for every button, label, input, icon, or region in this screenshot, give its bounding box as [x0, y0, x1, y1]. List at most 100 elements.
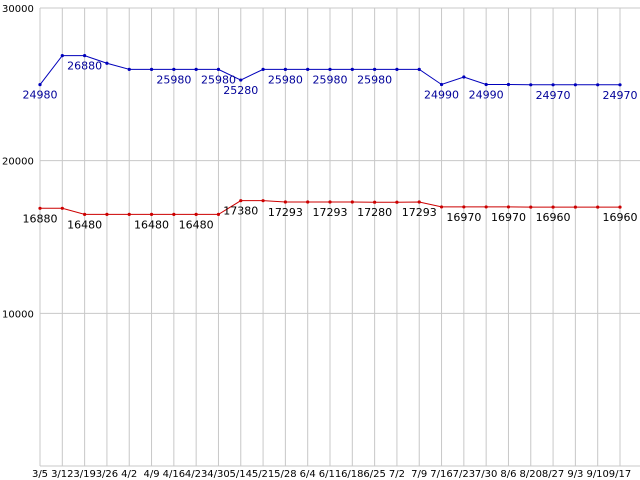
x-axis-label: 6/4 [300, 469, 316, 480]
data-label: 24990 [469, 88, 504, 101]
data-point [127, 67, 131, 71]
data-point [506, 82, 511, 87]
y-axis-label: 20000 [2, 157, 34, 168]
data-point [529, 205, 533, 209]
data-point [60, 206, 64, 210]
data-point [350, 67, 354, 71]
data-label: 25980 [201, 73, 236, 86]
data-point [283, 200, 287, 204]
data-label: 25980 [268, 73, 303, 86]
data-point [439, 205, 444, 209]
data-point [462, 205, 466, 209]
data-point [38, 206, 42, 210]
x-axis-label: 9/17 [609, 469, 631, 480]
x-axis-label: 7/16 [430, 469, 452, 480]
data-point [395, 67, 399, 71]
data-point [573, 83, 577, 87]
data-label: 17293 [402, 206, 437, 219]
x-axis-label: 4/9 [143, 469, 159, 480]
data-point [83, 212, 87, 217]
x-axis-label: 4/2 [121, 469, 137, 480]
data-label: 16970 [446, 211, 481, 224]
data-point [573, 205, 577, 209]
x-axis-label: 8/20 [520, 469, 542, 480]
x-axis-label: 9/10 [586, 469, 608, 480]
data-point [194, 67, 198, 71]
data-point [417, 200, 421, 204]
data-point [484, 205, 488, 209]
data-point [373, 67, 377, 71]
x-axis-label: 5/14 [230, 469, 252, 480]
x-axis-label: 7/2 [389, 469, 405, 480]
data-point [506, 205, 511, 209]
data-point [194, 212, 198, 217]
data-point [239, 78, 243, 82]
x-axis-label: 4/30 [207, 469, 229, 480]
data-point [328, 67, 332, 71]
data-point [261, 67, 265, 71]
data-point [172, 212, 176, 217]
data-label: 16880 [23, 212, 58, 225]
data-point [618, 83, 622, 87]
data-point [83, 54, 87, 58]
data-point [596, 83, 600, 87]
data-point [149, 67, 154, 71]
data-label: 25280 [223, 84, 258, 97]
x-axis-label: 6/11 [319, 469, 341, 480]
data-point [462, 75, 466, 79]
data-point [618, 205, 622, 209]
x-axis-label: 3/12 [51, 469, 73, 480]
data-point [172, 67, 176, 71]
data-point [127, 212, 131, 217]
data-label: 24970 [603, 89, 638, 102]
data-point [551, 83, 555, 87]
y-axis-label: 30000 [2, 4, 34, 15]
x-axis-label: 4/23 [185, 469, 207, 480]
data-label: 24990 [424, 88, 459, 101]
data-point [529, 83, 533, 87]
data-point [216, 67, 221, 71]
data-label: 17380 [223, 205, 258, 218]
x-axis-label: 6/18 [341, 469, 363, 480]
data-label: 24980 [23, 89, 58, 102]
x-axis-label: 8/6 [500, 469, 516, 480]
data-point [395, 200, 399, 204]
y-axis-label: 10000 [2, 309, 34, 320]
data-point [417, 67, 421, 71]
data-label: 24970 [536, 89, 571, 102]
data-label: 16480 [134, 218, 169, 231]
data-label: 16960 [603, 211, 638, 224]
x-axis-label: 9/3 [567, 469, 583, 480]
data-label: 17280 [357, 206, 392, 219]
data-point [149, 212, 154, 217]
data-label: 16480 [179, 218, 214, 231]
data-point [283, 67, 287, 71]
data-label: 25980 [156, 73, 191, 86]
data-point [105, 61, 109, 65]
x-axis-label: 7/9 [411, 469, 427, 480]
data-point [551, 205, 555, 209]
data-label: 16480 [67, 218, 102, 231]
data-point [239, 199, 243, 203]
data-point [373, 200, 377, 204]
x-axis-label: 8/27 [542, 469, 564, 480]
data-label: 16960 [536, 211, 571, 224]
data-label: 17293 [268, 206, 303, 219]
data-point [306, 67, 310, 71]
data-label: 17293 [313, 206, 348, 219]
data-point [216, 212, 221, 217]
data-label: 25980 [357, 73, 392, 86]
data-point [439, 82, 444, 87]
x-axis-label: 7/23 [453, 469, 475, 480]
data-point [306, 200, 310, 204]
data-label: 26880 [67, 60, 102, 73]
data-label: 16970 [491, 211, 526, 224]
data-point [350, 200, 354, 204]
x-axis-label: 7/30 [475, 469, 497, 480]
x-axis-label: 3/26 [96, 469, 118, 480]
x-axis-label: 5/28 [274, 469, 296, 480]
data-point [105, 212, 109, 217]
data-point [38, 83, 42, 87]
